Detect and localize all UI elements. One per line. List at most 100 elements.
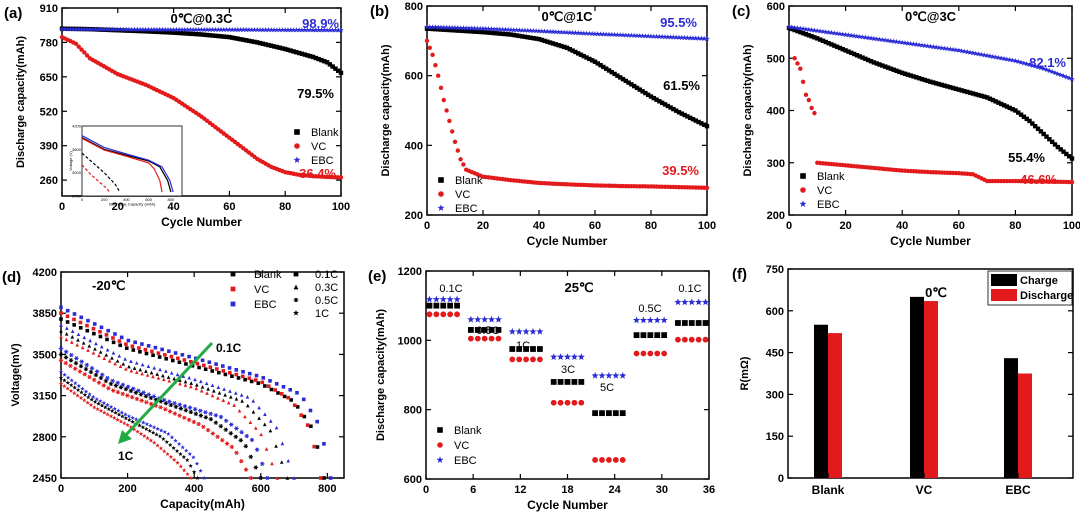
data-point-ebc: [288, 387, 293, 392]
data-point-blank: [570, 48, 575, 53]
data-point-blank: [581, 53, 586, 59]
data-point-blank-stroke: [174, 404, 178, 409]
data-point-ebc-stroke: [131, 386, 135, 391]
data-point-ebc: [555, 29, 562, 35]
data-point-blank-stroke: [154, 397, 158, 402]
data-point-ebc: [631, 32, 637, 38]
data-point-blank: [176, 30, 182, 36]
x-tick-label: 80: [279, 201, 291, 213]
data-point-ebc: [115, 380, 120, 386]
data-point-blank: [218, 34, 224, 39]
data-point-ebc: [204, 26, 210, 33]
data-point-blank: [150, 430, 156, 435]
data-point-blank: [699, 121, 704, 126]
data-point-blank: [440, 302, 447, 309]
data-point-ebc: [1066, 75, 1072, 81]
data-point-blank: [248, 454, 253, 459]
inset-curve-ebc: [81, 135, 174, 193]
data-point-ebc: [125, 384, 131, 389]
data-point-blank: [72, 323, 76, 327]
data-point-vc-stroke: [144, 400, 148, 405]
data-point-blank: [289, 398, 293, 402]
data-point-vc: [201, 424, 206, 429]
data-point-ebc: [457, 25, 464, 31]
data-point-vc: [129, 368, 134, 373]
data-point-vc: [450, 129, 455, 134]
percent-annotation: 61.5%: [663, 78, 700, 93]
y-tick-label: 600: [767, 1, 785, 13]
data-point-vc: [125, 393, 130, 398]
data-point-blank: [188, 463, 193, 468]
data-point-vc-stroke: [168, 409, 172, 414]
data-point-blank: [133, 390, 139, 395]
data-points: [58, 305, 333, 481]
data-point-blank-stroke: [184, 408, 188, 413]
data-point-ebc: [234, 368, 239, 372]
data-point-blank: [646, 92, 651, 98]
data-point-ebc-stroke: [90, 366, 94, 371]
data-point-blank: [73, 361, 79, 366]
legend-marker-ebc: [436, 456, 444, 463]
data-point-vc: [447, 118, 452, 124]
data-point-blank: [128, 388, 134, 394]
data-point-blank: [674, 108, 679, 113]
data-point-ebc: [488, 26, 495, 32]
bar-charge-vc: [910, 296, 924, 478]
data-point-ebc: [201, 26, 208, 33]
data-point-blank: [309, 424, 313, 429]
data-point-blank: [161, 436, 166, 441]
percent-annotation: 82.1%: [1029, 55, 1066, 70]
legend-marker-blank: [437, 427, 443, 433]
legend-label-ebc: EBC: [455, 203, 478, 215]
data-point-blank: [945, 84, 950, 89]
data-point-blank: [626, 80, 631, 85]
data-point-ebc: [310, 27, 316, 33]
data-point-ebc: [301, 397, 306, 402]
data-point-blank: [967, 90, 973, 95]
data-point-ebc: [656, 33, 663, 39]
data-point-vc: [134, 396, 140, 402]
data-point-ebc: [1046, 67, 1053, 74]
data-point-ebc-stroke: [162, 397, 166, 403]
data-point-blank: [1004, 104, 1010, 109]
panel-label: (a): [4, 5, 22, 22]
data-point-ebc: [249, 437, 255, 443]
data-point-vc: [812, 110, 817, 116]
data-point-blank: [492, 30, 497, 36]
data-point-ebc: [112, 406, 117, 411]
data-point-blank: [269, 387, 274, 392]
data-point-ebc: [885, 37, 891, 43]
data-point-ebc: [648, 33, 654, 39]
data-point-vc: [189, 384, 193, 389]
data-point-vc: [806, 97, 812, 103]
data-point-ebc: [222, 387, 226, 391]
data-point-vc: [186, 417, 192, 423]
data-point-ebc: [117, 354, 122, 358]
data-point-blank: [168, 402, 174, 408]
data-point-vc: [229, 444, 234, 450]
data-point-blank-stroke: [89, 369, 93, 375]
data-point-blank: [965, 89, 970, 95]
data-point-blank: [633, 332, 640, 339]
data-point-blank: [612, 410, 619, 417]
data-point-ebc: [162, 26, 168, 32]
data-point-vc: [259, 432, 263, 437]
data-point-ebc-stroke: [116, 380, 120, 386]
data-point-ebc: [116, 408, 121, 413]
data-point-ebc: [919, 42, 925, 48]
data-point-vc: [167, 378, 172, 383]
data-point-blank: [573, 49, 578, 55]
data-point-ebc: [1009, 57, 1016, 63]
data-point-vc-stroke: [197, 421, 201, 427]
data-point-ebc: [193, 26, 199, 33]
data-point-ebc: [141, 420, 146, 425]
data-point-vc: [163, 353, 167, 357]
data-point-blank: [110, 356, 114, 360]
data-point-blank: [595, 61, 600, 66]
panel-a-axes: 0 20 40 60 80 100 260 390 520 650 780 910 Cycle Numb…: [4, 3, 350, 229]
data-point-ebc: [210, 383, 215, 388]
data-point-vc: [800, 79, 806, 84]
data-point-ebc: [642, 33, 649, 39]
data-point-vc: [77, 369, 83, 374]
data-point-blank: [118, 343, 122, 348]
